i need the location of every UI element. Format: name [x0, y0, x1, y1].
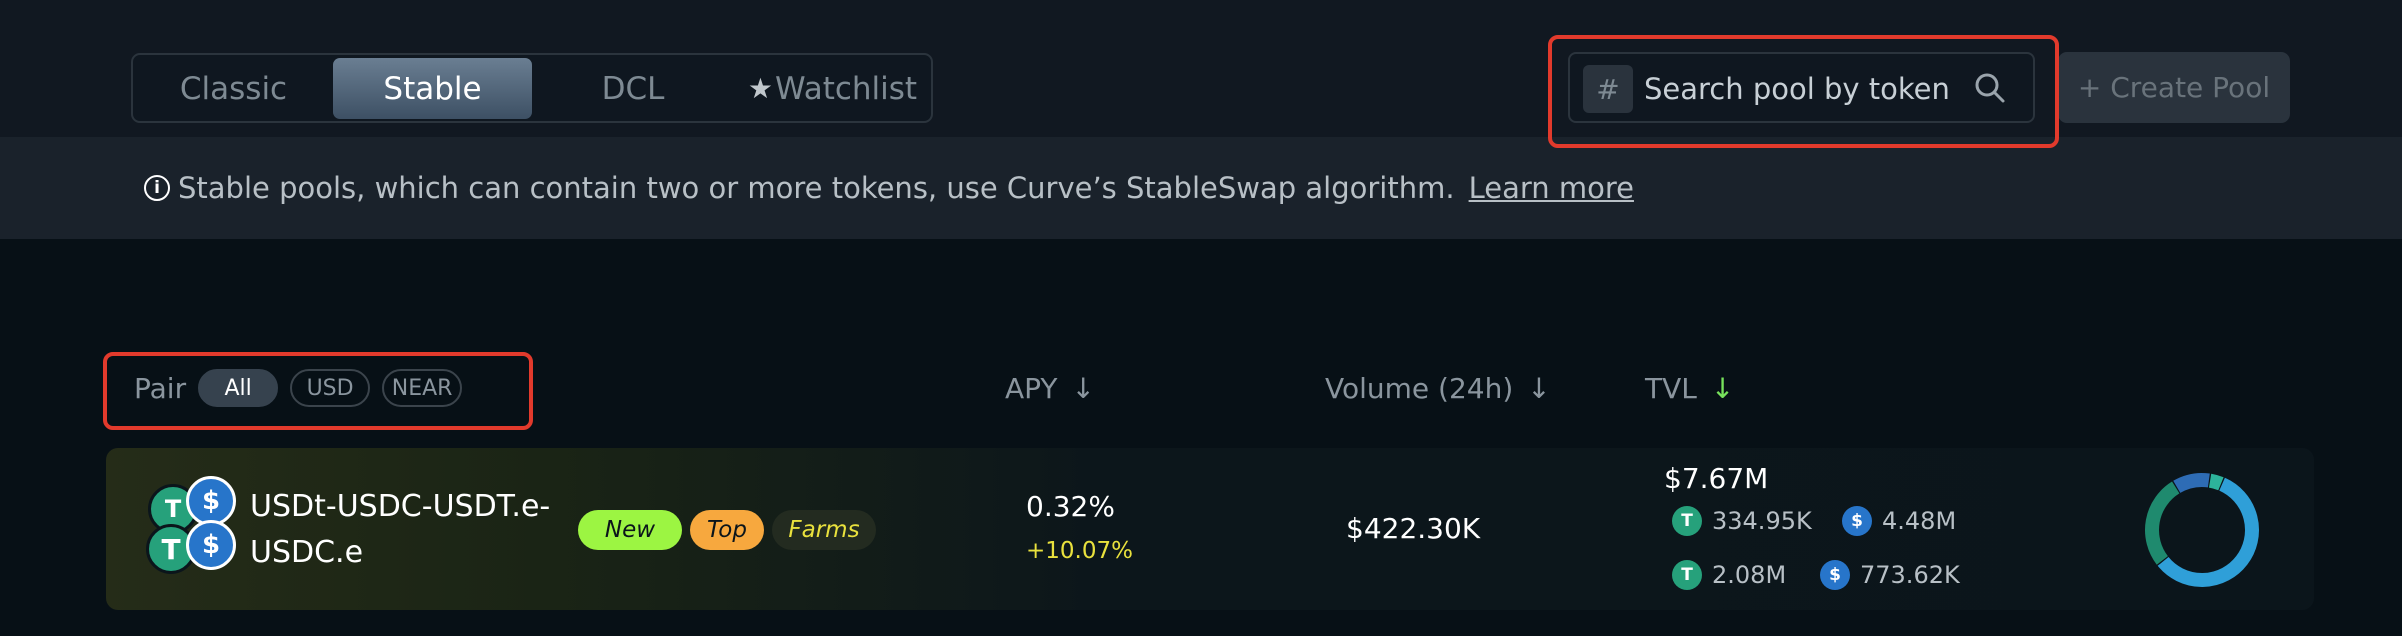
badge-farms[interactable]: Farms	[772, 510, 876, 550]
donut-segment-usdt	[2208, 473, 2224, 491]
donut-segment-usdt-e	[2145, 481, 2180, 565]
apy-change: +10.07%	[1026, 538, 1133, 564]
pair-column-header: Pair All USD NEAR	[134, 368, 463, 408]
pair-name-line: USDt-USDC-USDT.e-	[250, 489, 551, 524]
filter-usd[interactable]: USD	[290, 369, 371, 407]
tvl-column-header[interactable]: TVL ↓	[1645, 368, 1734, 408]
tab-classic[interactable]: Classic	[136, 58, 331, 119]
usdc-e-icon: $	[1820, 560, 1850, 590]
apy-value: 0.32%	[1026, 490, 1115, 523]
tvl-breakdown-item: T 334.95K	[1672, 506, 1812, 536]
token-icon-stack: T $ T $	[146, 476, 242, 576]
donut-segment-usdc	[2157, 477, 2259, 587]
usdt-e-icon: T	[1672, 560, 1702, 590]
tab-watchlist[interactable]: ★ Watchlist	[734, 58, 931, 119]
volume-column-header[interactable]: Volume (24h) ↓	[1325, 368, 1551, 408]
usdt-icon: T	[1672, 506, 1702, 536]
donut-segment-usdc-e	[2173, 473, 2210, 494]
tvl-breakdown-value: 334.95K	[1712, 507, 1812, 535]
volume-value: $422.30K	[1346, 512, 1481, 545]
hash-button[interactable]: #	[1583, 65, 1633, 113]
star-icon: ★	[747, 72, 774, 105]
tvl-value: $7.67M	[1664, 462, 1769, 495]
sort-arrow-icon: ↓	[1710, 371, 1735, 405]
filter-all[interactable]: All	[198, 369, 279, 407]
tvl-breakdown-value: 4.48M	[1882, 507, 1957, 535]
usdt-e-icon: T	[146, 524, 196, 574]
search-icon[interactable]	[1972, 70, 2008, 106]
stable-pools-info: i Stable pools, which can contain two or…	[144, 168, 1634, 208]
tvl-breakdown-item: $ 4.48M	[1842, 506, 1956, 536]
pair-name-line: USDC.e	[250, 535, 364, 570]
tab-dcl[interactable]: DCL	[534, 58, 732, 119]
volume-header-label: Volume (24h)	[1325, 371, 1514, 405]
badge-top: Top	[690, 510, 764, 550]
filter-near[interactable]: NEAR	[382, 369, 463, 407]
search-box: #	[1568, 52, 2035, 123]
apy-column-header[interactable]: APY ↓	[1005, 368, 1095, 408]
info-banner	[0, 137, 2402, 239]
usdc-icon: $	[1842, 506, 1872, 536]
info-icon: i	[144, 175, 170, 201]
pair-header-label: Pair	[134, 371, 187, 405]
create-pool-button[interactable]: + Create Pool	[2058, 52, 2290, 123]
learn-more-link[interactable]: Learn more	[1468, 171, 1634, 205]
badge-new: New	[578, 510, 682, 550]
tab-stable[interactable]: Stable	[333, 58, 532, 119]
tvl-distribution-donut	[2145, 473, 2259, 587]
usdc-icon: $	[186, 476, 236, 526]
sort-arrow-icon: ↓	[1071, 371, 1095, 405]
usdc-e-icon: $	[186, 520, 236, 570]
apy-header-label: APY	[1005, 371, 1058, 405]
pool-row[interactable]: T $ T $ USDt-USDC-USDT.e- USDC.e New Top…	[106, 448, 2314, 610]
tvl-breakdown-value: 773.62K	[1860, 561, 1960, 589]
tab-label: Watchlist	[775, 70, 918, 107]
tvl-breakdown-item: T 2.08M	[1672, 560, 1786, 590]
tvl-breakdown-item: $ 773.62K	[1820, 560, 1960, 590]
tab-label: Classic	[179, 70, 288, 107]
pool-type-tabs: Classic Stable DCL ★ Watchlist	[131, 53, 933, 123]
tab-label: DCL	[601, 70, 665, 107]
tab-label: Stable	[383, 70, 482, 107]
sort-arrow-icon: ↓	[1527, 371, 1551, 405]
info-text: Stable pools, which can contain two or m…	[178, 171, 1455, 205]
tvl-header-label: TVL	[1645, 371, 1697, 405]
tvl-breakdown-value: 2.08M	[1712, 561, 1787, 589]
pair-name: USDt-USDC-USDT.e- USDC.e	[250, 484, 570, 576]
search-input[interactable]	[1644, 68, 1974, 110]
